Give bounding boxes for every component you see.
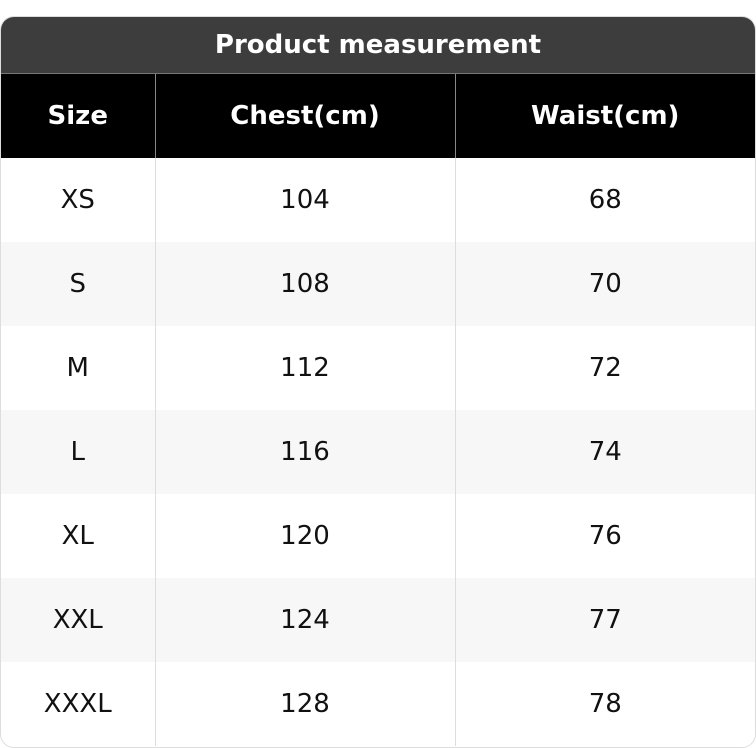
header-row: Size Chest(cm) Waist(cm) (1, 74, 755, 158)
table-row: XXXL 128 78 (1, 662, 755, 746)
cell-chest: 120 (154, 494, 455, 578)
table-row: M 112 72 (1, 326, 755, 410)
cell-chest: 124 (154, 578, 455, 662)
table-row: XL 120 76 (1, 494, 755, 578)
table-title: Product measurement (1, 17, 755, 74)
cell-size: M (66, 353, 89, 383)
cell-size: XS (60, 185, 95, 215)
cell-waist: 76 (454, 494, 755, 578)
cell-waist: 78 (454, 662, 755, 746)
cell-chest: 108 (154, 242, 455, 326)
table-row: S 108 70 (1, 242, 755, 326)
header-size: Size (1, 74, 155, 158)
cell-chest: 104 (154, 158, 455, 242)
measurement-table-card: Product measurement Size Chest(cm) Waist… (0, 16, 756, 748)
table-row: XS 104 68 (1, 158, 755, 242)
cell-size: L (1, 410, 155, 494)
table-row: XXL 124 77 (1, 578, 755, 662)
cell-size: S (1, 242, 155, 326)
measurement-table: Size Chest(cm) Waist(cm) XS 104 68 S 108 70 M 1… (1, 74, 755, 746)
cell-chest: 128 (154, 662, 455, 746)
header-chest: Chest(cm) (154, 74, 455, 158)
cell-waist: 68 (454, 158, 755, 242)
cell-waist: 70 (454, 242, 755, 326)
cell-chest: 112 (154, 326, 455, 410)
table-row: L 116 74 (1, 410, 755, 494)
cell-size: XXL (1, 578, 155, 662)
header-waist: Waist(cm) (454, 74, 755, 158)
cell-size: XL (61, 521, 94, 551)
cell-size: XXXL (43, 689, 112, 719)
cell-chest: 116 (154, 410, 455, 494)
cell-waist: 77 (454, 578, 755, 662)
cell-waist: 74 (454, 410, 755, 494)
cell-waist: 72 (454, 326, 755, 410)
